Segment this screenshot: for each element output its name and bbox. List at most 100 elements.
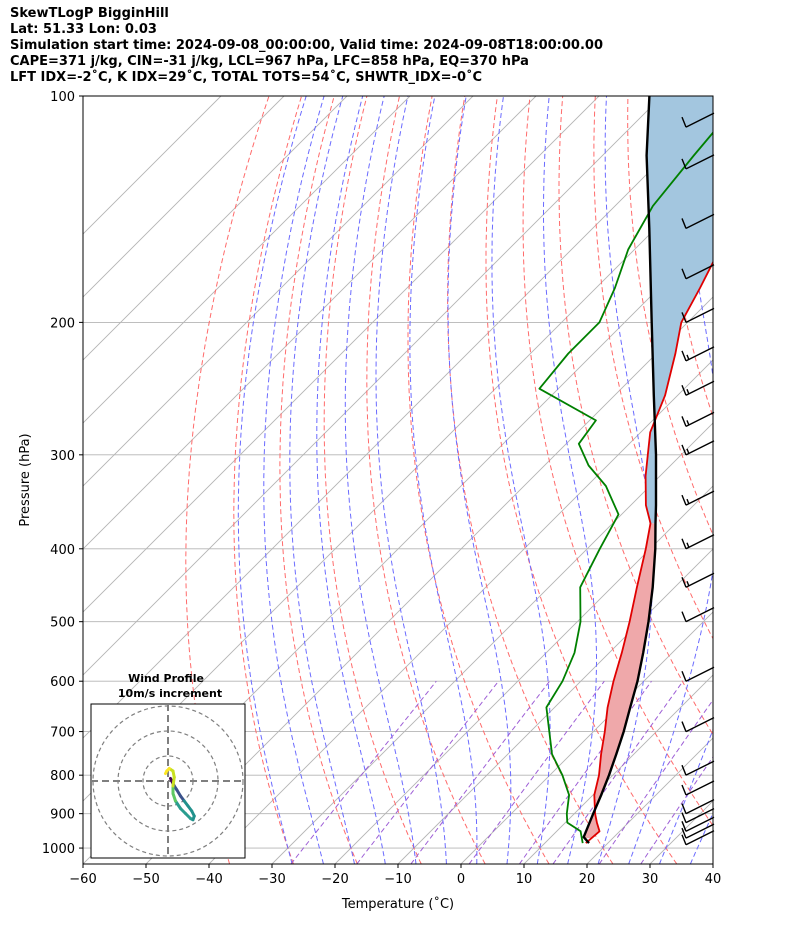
dry-adiabat-line [366, 96, 486, 864]
wind-barb [681, 823, 715, 839]
dry-adiabat-line [233, 96, 303, 864]
wind-barb [681, 572, 715, 588]
barb-flag [681, 821, 687, 832]
axis-ticks: −60 −50 −40 −30 −20 −10 0 10 20 30 40 100 200 300 400 5… [42, 90, 721, 887]
barb-flag [681, 812, 687, 823]
barb-flag [681, 218, 687, 229]
y-tick-label: 100 [50, 90, 75, 105]
barb-staff [685, 666, 715, 682]
moist-adiabat-line [447, 96, 512, 864]
isotherm-line [83, 96, 537, 550]
isotherm-line [776, 96, 794, 864]
barb-staff [685, 346, 715, 362]
barb-flag [681, 350, 687, 362]
mixing-ratio-line [552, 680, 684, 864]
wind-barb [681, 213, 715, 230]
barb-staff [685, 307, 715, 324]
isotherm-line [397, 548, 713, 864]
barb-staff [685, 716, 715, 733]
y-tick-label: 400 [50, 543, 75, 558]
wind-barb [681, 607, 715, 623]
y-tick-label: 700 [50, 726, 75, 741]
mixing-ratio-line [356, 680, 499, 864]
barb-staff [685, 780, 715, 796]
barb-half-flag [686, 420, 690, 426]
isotherm-line [83, 96, 285, 298]
barb-flag [681, 116, 687, 128]
y-tick-label: 600 [50, 675, 75, 690]
barb-flag [681, 538, 687, 550]
barb-staff [685, 816, 715, 832]
chart-header: SkewTLogP BigginHill Lat: 51.33 Lon: 0.0… [10, 6, 603, 86]
dry-adiabat-line [407, 96, 550, 864]
barb-staff [685, 830, 715, 846]
barb-flag [681, 764, 687, 776]
temperature-line [585, 260, 713, 844]
wind-barb [681, 780, 715, 796]
moist-adiabat-line [263, 96, 325, 864]
barb-flag [681, 670, 687, 682]
isotherm-line [523, 674, 713, 864]
dry-adiabat-line [660, 96, 713, 419]
dry-adiabat-line [279, 96, 358, 864]
barb-staff [685, 760, 715, 776]
x-tick-label: 10 [516, 872, 533, 887]
isotherm-line [460, 611, 713, 864]
station-title: SkewTLogP BigginHill [10, 6, 169, 21]
isotherm-line [83, 96, 663, 676]
wind-barbs [681, 112, 715, 846]
x-tick-label: −30 [258, 872, 285, 887]
barb-half-flag [686, 498, 690, 505]
barb-staff [685, 411, 715, 428]
moist-adiabat-line [289, 96, 355, 864]
x-tick-label: 30 [642, 872, 659, 887]
isotherm-line [83, 107, 713, 739]
barb-staff [685, 823, 715, 839]
isotherm-line [145, 296, 713, 864]
hodograph-segment [174, 799, 182, 810]
moist-adiabat-line [316, 96, 386, 864]
mixing-ratio-line [410, 680, 550, 864]
barb-staff [685, 490, 715, 506]
mixing-ratio-line [468, 680, 605, 864]
moist-adiabats [237, 96, 713, 864]
x-tick-label: 20 [579, 872, 596, 887]
inset-title: Wind Profile [128, 672, 204, 685]
isotherm-line [83, 96, 348, 361]
barb-staff [685, 807, 715, 824]
x-tick-label: −50 [132, 872, 159, 887]
wind-barb [681, 807, 715, 824]
barb-flag [681, 576, 687, 588]
isotherm-line [83, 96, 474, 487]
barb-flag [681, 721, 687, 732]
dewpoint-line [538, 131, 713, 844]
hodograph-segment [164, 769, 169, 775]
wind-barb [681, 411, 715, 428]
mixing-ratio-line [290, 680, 437, 864]
barb-flag [681, 803, 687, 814]
y-tick-label: 200 [50, 316, 75, 331]
wind-barb [681, 666, 715, 682]
barb-flag [681, 784, 687, 796]
isotherm-line [83, 96, 222, 235]
moist-adiabat-line [237, 96, 307, 864]
barb-staff [685, 154, 715, 170]
wind-barb [681, 534, 715, 550]
barb-staff [685, 534, 715, 550]
parcel-line [582, 96, 658, 844]
isotherm-line [208, 359, 713, 864]
wind-barb [681, 380, 715, 396]
barb-flag [681, 312, 687, 323]
barb-flag [681, 834, 687, 846]
dry-adiabat-line [522, 96, 713, 827]
wind-barb [681, 816, 715, 832]
barb-flag [681, 385, 687, 396]
cape-line: CAPE=371 j/kg, CIN=-31 j/kg, LCL=967 hPa… [10, 54, 529, 69]
moist-adiabat-line [375, 96, 447, 864]
barb-flag [681, 611, 687, 622]
isotherm-line [271, 422, 713, 864]
isotherm-line [334, 485, 713, 864]
x-tick-label: −40 [195, 872, 222, 887]
x-tick-label: −10 [384, 872, 411, 887]
x-tick-label: 0 [457, 872, 465, 887]
